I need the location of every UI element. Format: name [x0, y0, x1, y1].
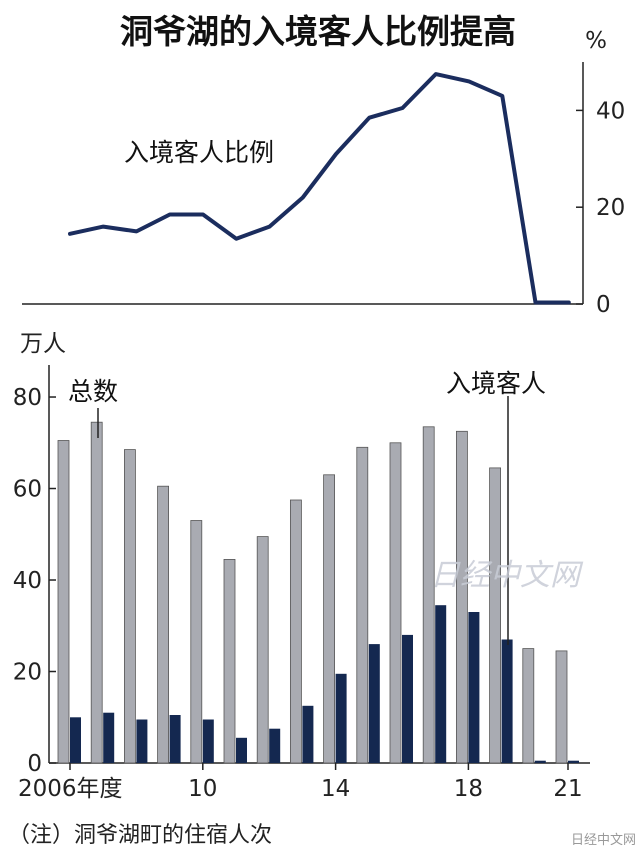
- bar-total-2019: [489, 467, 502, 764]
- bar-inbound-2008: [136, 719, 148, 763]
- bar-ytick-label: 60: [13, 477, 42, 503]
- bar-xtick-label: 10: [188, 776, 217, 802]
- footnote: （注）洞爷湖町的住宿人次: [8, 823, 272, 848]
- line-ytick-label: 20: [596, 195, 625, 221]
- credit-text: 日经中文网: [571, 833, 636, 848]
- bar-chart: 万人 0 20 40 60 80 2006年度 10 14 18 21 总数 入境客人: [13, 331, 590, 802]
- inbound-ratio-line: [68, 72, 571, 305]
- bar-total-2011: [223, 559, 236, 764]
- bar-total-2006: [57, 440, 70, 764]
- bar-inbound-2018: [468, 612, 480, 763]
- legend-total-label: 总数: [68, 377, 118, 406]
- bar-inbound-2006: [70, 717, 81, 763]
- bar-inbound-2017: [435, 605, 447, 763]
- bar-inbound-2016: [402, 634, 413, 763]
- bar-inbound-2014: [335, 673, 347, 763]
- bar-unit-label: 万人: [20, 331, 66, 357]
- line-chart: % 入境客人比例 0 20 40: [22, 28, 625, 318]
- bar-inbound-2020: [534, 760, 546, 763]
- chart-title: 洞爷湖的入境客人比例提高: [120, 12, 516, 51]
- bar-xtick-label: 18: [454, 776, 483, 802]
- bar-inbound-2015: [368, 644, 380, 763]
- bar-total-2015: [356, 446, 369, 764]
- legend-inbound-label: 入境客人: [446, 369, 546, 398]
- bar-total-2017: [422, 426, 435, 764]
- bar-total-2010: [190, 520, 203, 764]
- bar-inbound-2013: [302, 705, 314, 763]
- bar-inbound-2011: [236, 737, 247, 763]
- bar-inbound-2007: [103, 712, 115, 763]
- line-series-label: 入境客人比例: [124, 138, 274, 167]
- line-ytick-label: 0: [596, 292, 611, 318]
- bar-total-2012: [256, 536, 269, 764]
- line-unit-label: %: [585, 28, 607, 54]
- bar-total-2016: [389, 442, 402, 764]
- bar-inbound-2010: [202, 719, 214, 763]
- bar-ytick-label: 0: [27, 751, 42, 777]
- bar-inbound-2012: [269, 728, 281, 763]
- bar-inbound-2021: [568, 760, 579, 763]
- bar-inbound-2009: [169, 715, 181, 763]
- bar-xtick-label: 14: [321, 776, 350, 802]
- bar-total-2008: [124, 449, 136, 764]
- bar-total-2018: [455, 430, 468, 764]
- bar-total-2013: [289, 499, 302, 764]
- bar-ytick-label: 80: [13, 385, 42, 411]
- bar-total-2014: [323, 474, 336, 764]
- bar-total-2007: [90, 421, 103, 764]
- bar-xtick-label: 21: [553, 776, 582, 802]
- bar-inbound-2019: [501, 639, 513, 763]
- bar-xtick-label: 2006年度: [18, 776, 123, 802]
- bar-total-2009: [157, 485, 170, 764]
- watermark-text: 日经中文网: [430, 558, 584, 593]
- bar-total-2021: [555, 650, 568, 764]
- bar-ytick-label: 20: [13, 660, 42, 686]
- bar-ytick-label: 40: [13, 568, 42, 594]
- bar-total-2020: [522, 648, 535, 764]
- line-ytick-label: 40: [596, 98, 625, 124]
